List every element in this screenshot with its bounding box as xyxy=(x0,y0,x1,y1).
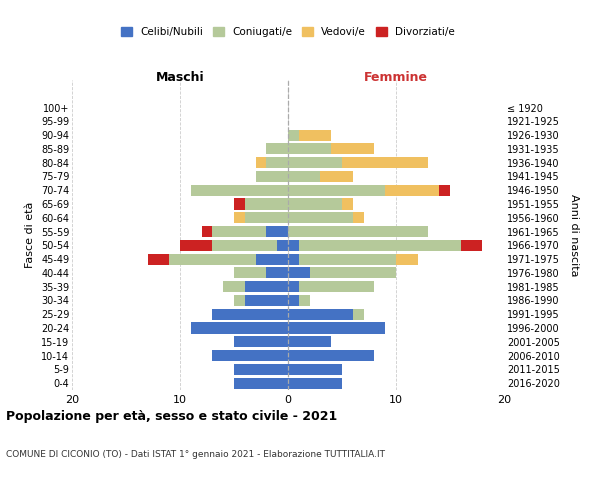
Bar xyxy=(245,295,288,306)
Bar xyxy=(353,212,364,224)
Bar xyxy=(342,198,353,209)
Bar xyxy=(288,295,299,306)
Bar xyxy=(212,308,288,320)
Bar xyxy=(288,322,385,334)
Bar xyxy=(212,240,277,251)
Bar xyxy=(256,254,288,264)
Bar xyxy=(245,198,288,209)
Bar xyxy=(320,171,353,182)
Bar xyxy=(245,281,288,292)
Bar xyxy=(288,144,331,154)
Text: COMUNE DI CICONIO (TO) - Dati ISTAT 1° gennaio 2021 - Elaborazione TUTTITALIA.IT: COMUNE DI CICONIO (TO) - Dati ISTAT 1° g… xyxy=(6,450,385,459)
Bar xyxy=(288,212,353,224)
Bar xyxy=(256,171,288,182)
Bar xyxy=(310,268,396,278)
Bar xyxy=(288,226,428,237)
Bar xyxy=(288,336,331,347)
Bar xyxy=(299,130,331,140)
Bar xyxy=(288,157,342,168)
Bar xyxy=(288,171,320,182)
Bar xyxy=(288,281,299,292)
Bar xyxy=(288,254,299,264)
Bar xyxy=(234,364,288,375)
Bar xyxy=(191,184,288,196)
Bar xyxy=(212,350,288,361)
Text: Femmine: Femmine xyxy=(364,71,428,84)
Bar xyxy=(256,157,266,168)
Bar xyxy=(461,240,482,251)
Bar xyxy=(288,240,299,251)
Bar xyxy=(212,226,266,237)
Bar xyxy=(439,184,450,196)
Bar xyxy=(234,336,288,347)
Bar xyxy=(180,240,212,251)
Text: Maschi: Maschi xyxy=(155,71,205,84)
Text: Popolazione per età, sesso e stato civile - 2021: Popolazione per età, sesso e stato civil… xyxy=(6,410,337,423)
Bar xyxy=(331,144,374,154)
Bar xyxy=(288,378,342,388)
Bar xyxy=(266,226,288,237)
Bar xyxy=(148,254,169,264)
Bar xyxy=(202,226,212,237)
Bar xyxy=(277,240,288,251)
Bar xyxy=(234,212,245,224)
Bar xyxy=(266,268,288,278)
Bar xyxy=(266,157,288,168)
Bar xyxy=(288,364,342,375)
Y-axis label: Anni di nascita: Anni di nascita xyxy=(569,194,579,276)
Bar xyxy=(288,130,299,140)
Bar xyxy=(288,184,385,196)
Bar xyxy=(245,212,288,224)
Bar xyxy=(299,254,396,264)
Y-axis label: Fasce di età: Fasce di età xyxy=(25,202,35,268)
Bar xyxy=(299,240,461,251)
Bar xyxy=(234,295,245,306)
Bar xyxy=(234,378,288,388)
Bar xyxy=(288,198,342,209)
Legend: Celibi/Nubili, Coniugati/e, Vedovi/e, Divorziati/e: Celibi/Nubili, Coniugati/e, Vedovi/e, Di… xyxy=(117,23,459,42)
Bar xyxy=(223,281,245,292)
Bar xyxy=(299,295,310,306)
Bar xyxy=(353,308,364,320)
Bar xyxy=(288,350,374,361)
Bar xyxy=(385,184,439,196)
Bar xyxy=(288,268,310,278)
Bar xyxy=(396,254,418,264)
Bar xyxy=(191,322,288,334)
Bar xyxy=(342,157,428,168)
Bar xyxy=(299,281,374,292)
Bar xyxy=(234,198,245,209)
Bar xyxy=(266,144,288,154)
Bar xyxy=(288,308,353,320)
Bar xyxy=(234,268,266,278)
Bar xyxy=(169,254,256,264)
